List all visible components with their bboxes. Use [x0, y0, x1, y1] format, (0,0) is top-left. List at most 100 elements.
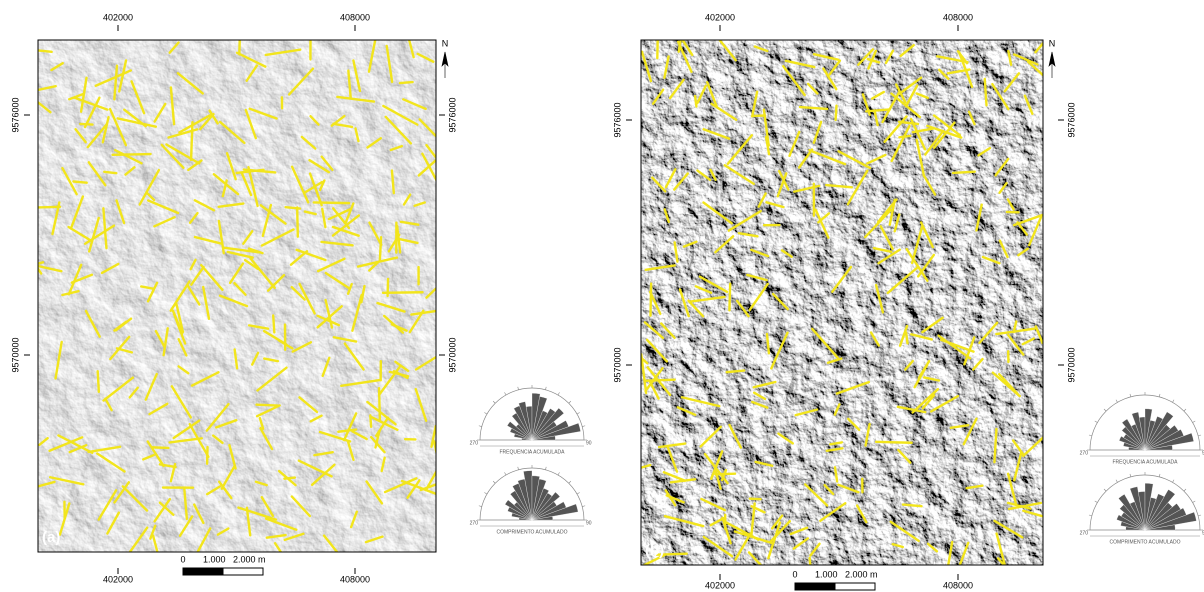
rose-tick: [569, 481, 571, 483]
left-coord: 9576000: [612, 102, 622, 137]
lineament: [906, 333, 907, 344]
top-coord: 408000: [943, 12, 973, 22]
panel-label: (a): [42, 529, 60, 546]
lineament: [256, 405, 278, 406]
rose-tick: [518, 387, 519, 390]
rose-tick: [1104, 409, 1106, 411]
right-coord: 9576000: [1066, 102, 1076, 137]
rose-west: 270: [1080, 450, 1089, 456]
rose-tick: [558, 392, 560, 395]
rose-tick: [1095, 421, 1098, 423]
lineament: [836, 106, 837, 120]
top-coord: 408000: [340, 12, 370, 22]
lineament: [953, 172, 975, 173]
rose-tick: [1116, 400, 1118, 403]
rose-tick: [505, 472, 507, 475]
rose-tick: [582, 426, 585, 427]
figure: 402000 402000 408000 408000 9576000 9576000 95…: [0, 0, 1204, 592]
rose-tick: [1130, 394, 1131, 397]
lineament: [729, 284, 730, 311]
rose-tick: [1159, 394, 1160, 397]
right-coord: 9570000: [1066, 347, 1076, 382]
bottom-coord: 402000: [103, 574, 133, 584]
rose-title: COMPRIMENTO ACUMULADO: [1109, 539, 1180, 545]
scale-bar-black: [183, 568, 223, 575]
rose-west: 270: [1080, 530, 1089, 536]
hillshade: [38, 40, 436, 552]
lineament: [400, 82, 413, 83]
rose-tick: [484, 493, 487, 495]
lineament: [286, 207, 300, 208]
rose-tick: [577, 493, 580, 495]
bottom-coord: 408000: [943, 580, 973, 590]
rose-tick: [479, 506, 482, 507]
rose-tick: [1193, 421, 1196, 423]
north-label: N: [442, 38, 449, 48]
rose-tick: [1116, 480, 1118, 483]
rose-tick: [582, 506, 585, 507]
left-coord: 9570000: [612, 347, 622, 382]
lineament: [727, 371, 744, 373]
lineament: [370, 415, 371, 426]
lineament: [153, 447, 169, 448]
lineament: [657, 33, 658, 59]
rose-tick: [493, 481, 495, 483]
left-coord: 9576000: [10, 97, 20, 132]
lineament: [273, 315, 274, 332]
rose-tick: [1198, 515, 1201, 516]
rose-title: FREQUENCIA ACUMULADA: [1112, 459, 1178, 465]
scale-label: 2.000 m: [845, 569, 878, 579]
lineament: [383, 292, 423, 293]
lineament: [750, 499, 761, 500]
rose-tick: [484, 413, 487, 415]
lineament: [695, 96, 696, 106]
lineament: [98, 371, 99, 392]
rose-tick: [1095, 501, 1098, 503]
rose-tick: [1173, 400, 1175, 403]
lineament: [29, 207, 60, 208]
scale-bar-black: [795, 583, 835, 590]
rose-tick: [545, 387, 546, 390]
rose-tick: [1184, 409, 1186, 411]
rose-tick: [518, 467, 519, 470]
rose-tick: [1089, 435, 1092, 436]
panel-label: (b): [645, 542, 664, 559]
lineament: [73, 181, 86, 182]
rose-tick: [545, 467, 546, 470]
north-label: N: [1049, 38, 1056, 48]
lineament: [314, 202, 349, 203]
lineament: [903, 505, 922, 507]
bottom-coord: 408000: [340, 574, 370, 584]
rose-tick: [1193, 501, 1196, 503]
lineament: [113, 154, 151, 155]
left-coord: 9570000: [10, 337, 20, 372]
scale-label: 1.000: [815, 569, 838, 579]
rose-tick: [569, 401, 571, 403]
lineament: [650, 284, 651, 316]
bottom-coord: 402000: [705, 580, 735, 590]
rose-tick: [1173, 480, 1175, 483]
rose-title: FREQUENCIA ACUMULADA: [499, 449, 565, 455]
rose-west: 270: [470, 440, 479, 446]
top-coord: 402000: [103, 12, 133, 22]
scale-label: 2.000 m: [233, 554, 266, 564]
rose-tick: [1104, 489, 1106, 491]
north-arrow: [442, 52, 448, 78]
rose-tick: [1089, 515, 1092, 516]
scale-label: 0: [792, 569, 797, 579]
rose-tick: [577, 413, 580, 415]
right-coord: 9570000: [447, 337, 457, 372]
lineament: [104, 172, 116, 173]
rose-title: COMPRIMENTO ACUMULADO: [496, 529, 567, 535]
scale-bar-white: [223, 568, 263, 575]
rose-tick: [1198, 435, 1201, 436]
rose-west: 270: [470, 520, 479, 526]
scale-label: 1.000: [203, 554, 226, 564]
north-arrow: [1049, 52, 1055, 78]
rose-tick: [1130, 474, 1131, 477]
rose-east: 90: [586, 520, 592, 526]
scale-label: 0: [180, 554, 185, 564]
rose-tick: [493, 401, 495, 403]
rose-east: 90: [586, 440, 592, 446]
top-coord: 402000: [705, 12, 735, 22]
